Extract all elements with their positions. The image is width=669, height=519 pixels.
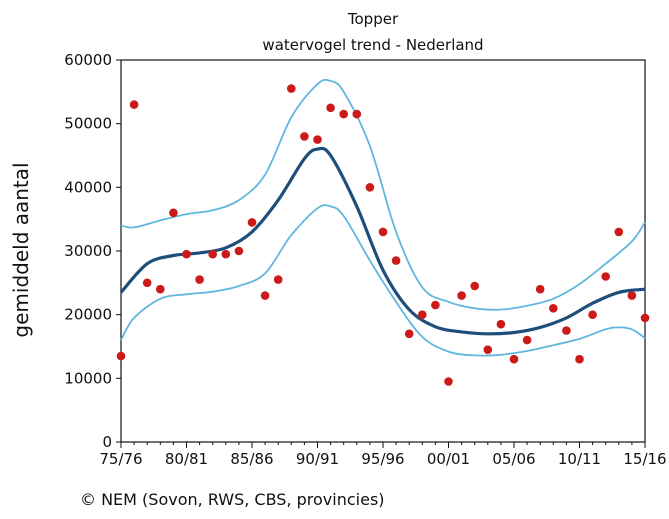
y-tick-label: 10000 — [64, 369, 112, 387]
data-point — [156, 284, 165, 294]
data-point — [260, 291, 270, 300]
chart-subtitle: watervogel trend - Nederland — [262, 36, 483, 54]
copyright-text: © NEM (Sovon, RWS, CBS, provincies) — [80, 490, 385, 509]
x-tick-label: 80/81 — [165, 450, 208, 468]
data-point — [208, 249, 217, 259]
data-point — [483, 345, 493, 355]
y-tick-label: 40000 — [64, 178, 112, 196]
data-point — [182, 249, 191, 259]
x-tick-label: 90/91 — [296, 450, 339, 468]
data-point — [549, 304, 558, 313]
data-point — [142, 278, 152, 288]
trend-line — [119, 146, 646, 336]
chart-title: Topper — [347, 10, 399, 28]
data-point — [169, 208, 178, 218]
data-point — [313, 135, 322, 144]
data-point — [522, 335, 532, 345]
plot-area: 0 10000 20000 30000 40000 50000 60000 75/76 80/8… — [64, 51, 666, 468]
y-tick-label: 0 — [102, 433, 112, 451]
y-axis-label: gemiddeld aantal — [9, 162, 33, 337]
data-point — [287, 84, 296, 93]
data-point — [457, 291, 466, 300]
x-tick-label: 10/11 — [558, 450, 601, 468]
data-point — [404, 329, 414, 339]
data-point — [444, 377, 453, 386]
data-point — [273, 275, 283, 284]
data-point — [195, 275, 204, 284]
plot-frame — [120, 59, 646, 443]
x-tick-label: 15/16 — [623, 450, 666, 468]
data-point — [509, 354, 519, 364]
data-point — [470, 281, 480, 291]
data-point — [535, 284, 545, 294]
data-point — [575, 354, 584, 364]
data-point — [365, 183, 375, 192]
y-tick-label: 60000 — [64, 51, 112, 69]
y-tick-label: 50000 — [64, 115, 112, 133]
data-point — [627, 291, 637, 300]
y-tick-label: 20000 — [64, 306, 112, 324]
data-point — [640, 313, 650, 323]
data-point — [234, 246, 244, 256]
lower-confidence-line — [120, 204, 646, 357]
y-tick-label: 30000 — [64, 242, 112, 260]
x-tick-label: 95/96 — [361, 450, 404, 468]
data-point — [129, 100, 139, 109]
data-point — [431, 300, 440, 310]
x-tick-label: 85/86 — [230, 450, 273, 468]
x-tick-label: 00/01 — [427, 450, 470, 468]
data-point — [391, 256, 401, 265]
data-point — [496, 319, 506, 329]
data-point — [588, 310, 597, 320]
data-point — [352, 109, 362, 119]
data-point — [614, 227, 624, 237]
upper-confidence-line — [120, 78, 646, 311]
data-point — [339, 109, 349, 119]
data-point — [418, 310, 427, 320]
data-point — [562, 326, 571, 335]
x-tick-label: 75/76 — [99, 450, 142, 468]
x-tick-label: 05/06 — [492, 450, 535, 468]
data-point — [601, 272, 610, 281]
data-point — [221, 249, 231, 259]
data-point — [300, 132, 309, 141]
data-point — [116, 351, 126, 361]
data-point — [247, 218, 257, 227]
data-point — [378, 227, 388, 237]
data-point — [326, 103, 335, 113]
